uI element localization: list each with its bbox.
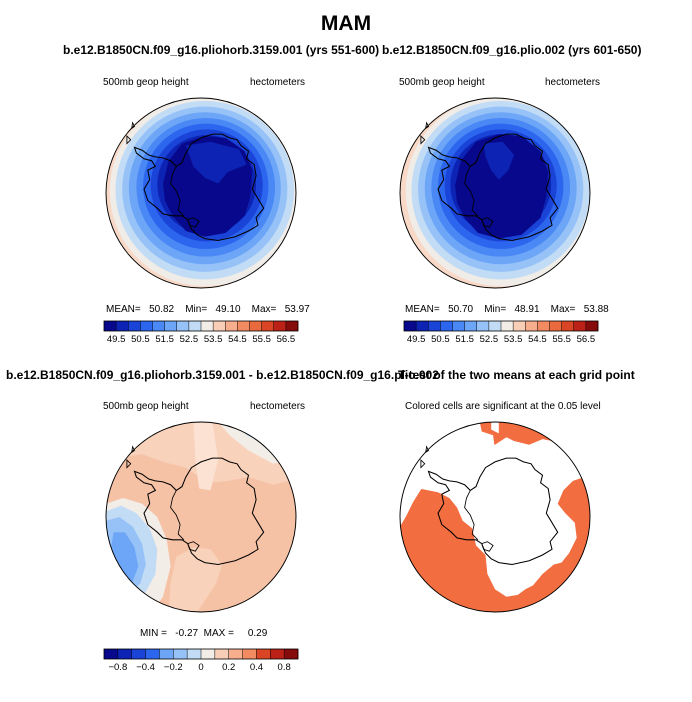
panel-2-colorbar-tick-label: 51.5 (455, 334, 474, 345)
panel-2-units-label: hectometers (545, 77, 601, 88)
panel-2-colorbar-tick-label: 55.5 (552, 334, 571, 345)
panel-3-colorbar-tick-label: −0.8 (108, 662, 127, 673)
panel-2-colorbar-box (476, 321, 490, 331)
panel-3-colorbar-box (284, 649, 299, 659)
panel-3-colorbar-tick-label: −0.4 (136, 662, 155, 673)
panel-2-colorbar-box (525, 321, 538, 331)
panel-3-colorbar-box (159, 649, 174, 659)
panel-3-variable-label: 500mb geop height (103, 401, 189, 412)
panel-1-colorbar-box (285, 321, 299, 331)
panel-1-colorbar-box (261, 321, 275, 331)
panel-3-title: b.e12.B1850CN.f09_g16.pliohorb.3159.001 … (6, 368, 439, 382)
panel-2-variable-label: 500mb geop height (399, 77, 485, 88)
panel-1-colorbar-box (188, 321, 202, 331)
panel-2-colorbar-box (416, 321, 429, 331)
panel-2-colorbar-tick-label: 53.5 (504, 334, 523, 345)
panel-1-colorbar-box (237, 321, 250, 331)
panel-4-title: T-test of the two means at each grid poi… (398, 368, 635, 382)
panel-1-colorbar-box (225, 321, 238, 331)
panel-2-colorbar-tick-label: 54.5 (528, 334, 547, 345)
panel-2-colorbar-box (561, 321, 575, 331)
panel-2-colorbar-tick-label: 52.5 (480, 334, 499, 345)
panel-3-colorbar-box (173, 649, 188, 659)
panel-1-map (105, 97, 297, 289)
panel-1-stats: MEAN= 50.82 Min= 49.10 Max= 53.97 (106, 304, 310, 315)
panel-1-colorbar: 49.5 50.5 51.5 52.5 53.5 54.5 55.5 56.5 (103, 320, 299, 345)
panel-2-colorbar-box (537, 321, 550, 331)
panel-3-colorbar-box (201, 649, 216, 659)
panel-3-colorbar-box (270, 649, 285, 659)
panel-1-colorbar-tick-label: 49.5 (107, 334, 126, 345)
panel-3-colorbar: −0.8 −0.4 −0.2 0 0.2 0.4 0.8 (103, 648, 299, 673)
panel-4-map (399, 421, 591, 613)
panel-1-colorbar-box (116, 321, 129, 331)
panel-1-colorbar-box (201, 321, 214, 331)
panel-3-colorbar-box (242, 649, 257, 659)
panel-1-colorbar-tick-label: 50.5 (131, 334, 150, 345)
panel-3-units-label: hectometers (250, 401, 306, 412)
panel-1-colorbar-tick-label: 56.5 (277, 334, 296, 345)
panel-1-units-label: hectometers (250, 77, 306, 88)
panel-2-colorbar-box (452, 321, 465, 331)
panel-1-colorbar-tick-label: 54.5 (228, 334, 247, 345)
panel-2-colorbar-box (549, 321, 562, 331)
panel-3-colorbar-box (117, 649, 133, 659)
panel-2-colorbar-box (464, 321, 478, 331)
panel-2-colorbar-tick-label: 49.5 (407, 334, 426, 345)
panel-3-colorbar-tick-label: 0.8 (278, 662, 291, 673)
panel-2-colorbar-box (513, 321, 526, 331)
panel-1-colorbar-box (213, 321, 226, 331)
panel-1-colorbar-box (164, 321, 178, 331)
panel-2-colorbar-box (440, 321, 453, 331)
panel-2-stats: MEAN= 50.70 Min= 48.91 Max= 53.88 (405, 304, 609, 315)
panel-1-title: b.e12.B1850CN.f09_g16.pliohorb.3159.001 … (63, 43, 380, 57)
panel-1-colorbar-box (128, 321, 141, 331)
panel-1-colorbar-tick-label: 52.5 (180, 334, 199, 345)
panel-2-colorbar-box (573, 321, 587, 331)
panel-2-colorbar-box (585, 321, 599, 331)
panel-2-colorbar-box (404, 321, 417, 331)
panel-1-colorbar-box (249, 321, 262, 331)
panel-3-colorbar-box (131, 649, 146, 659)
panel-1-colorbar-tick-label: 55.5 (252, 334, 271, 345)
panel-4-note: Colored cells are significant at the 0.0… (405, 401, 601, 412)
panel-3-colorbar-box (228, 649, 243, 659)
panel-3-colorbar-box (187, 649, 202, 659)
panel-3-colorbar-tick-label: 0 (198, 662, 203, 673)
panel-2-colorbar-box (501, 321, 514, 331)
panel-3-map (105, 421, 297, 613)
panel-1-colorbar-tick-label: 51.5 (155, 334, 174, 345)
panel-3-colorbar-box (104, 649, 119, 659)
panel-2-colorbar: 49.5 50.5 51.5 52.5 53.5 54.5 55.5 56.5 (403, 320, 599, 345)
panel-2-colorbar-tick-label: 56.5 (577, 334, 596, 345)
panel-3-colorbar-box (214, 649, 230, 659)
panel-2-colorbar-box (428, 321, 441, 331)
panel-3-colorbar-tick-label: −0.2 (164, 662, 183, 673)
panel-3-colorbar-tick-label: 0.2 (222, 662, 235, 673)
panel-2-title: b.e12.B1850CN.f09_g16.plio.002 (yrs 601-… (382, 43, 642, 57)
panel-1-variable-label: 500mb geop height (103, 77, 189, 88)
panel-1-colorbar-box (140, 321, 153, 331)
panel-1-colorbar-box (176, 321, 190, 331)
panel-2-map (399, 97, 591, 289)
panel-3-colorbar-tick-label: 0.4 (250, 662, 263, 673)
panel-1-colorbar-box (152, 321, 165, 331)
panel-1-colorbar-box (104, 321, 117, 331)
panel-1-colorbar-box (273, 321, 287, 331)
panel-2-colorbar-box (488, 321, 502, 331)
panel-3-colorbar-box (256, 649, 271, 659)
panel-3-colorbar-box (145, 649, 160, 659)
panel-1-colorbar-tick-label: 53.5 (204, 334, 223, 345)
panel-2-colorbar-tick-label: 50.5 (431, 334, 450, 345)
panel-3-stats: MIN = -0.27 MAX = 0.29 (140, 628, 268, 639)
figure-title: MAM (320, 12, 372, 35)
